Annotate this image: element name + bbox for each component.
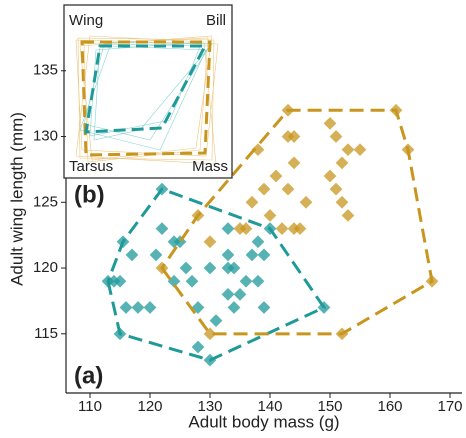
point (179, 261, 193, 275)
point (131, 301, 145, 314)
point (203, 261, 217, 275)
point (251, 235, 265, 249)
point (119, 301, 133, 314)
point (281, 182, 295, 196)
inset-label: Mass (192, 158, 228, 175)
point (155, 222, 169, 235)
point (245, 195, 259, 209)
point (335, 195, 349, 209)
point (257, 301, 271, 314)
point (341, 143, 355, 157)
point (335, 156, 349, 170)
point (299, 195, 313, 209)
x-tick-label: 170 (437, 398, 462, 415)
x-tick-label: 150 (317, 398, 342, 415)
point (227, 301, 241, 314)
inset-lines (75, 35, 219, 165)
point (353, 143, 367, 157)
point (251, 274, 265, 288)
point (209, 314, 223, 328)
y-tick-label: 120 (33, 259, 58, 276)
hull (106, 187, 327, 362)
point (239, 222, 253, 235)
point (323, 169, 337, 183)
y-tick-label: 125 (33, 193, 58, 210)
point (269, 169, 283, 183)
x-tick-label: 130 (197, 398, 222, 415)
point (239, 274, 253, 288)
inset-label: Bill (206, 12, 226, 29)
x-tick-label: 120 (137, 398, 162, 415)
point (221, 222, 235, 235)
x-tick-label: 140 (257, 398, 282, 415)
point (125, 248, 139, 262)
x-axis-title: Adult body mass (g) (188, 412, 339, 431)
point (287, 156, 301, 170)
y-tick-label: 115 (34, 325, 58, 342)
point (149, 248, 163, 262)
inset-label: Wing (69, 12, 103, 29)
panel-label: (b) (74, 181, 105, 208)
point (245, 248, 259, 262)
inset-label: Tarsus (69, 158, 113, 175)
point (341, 209, 355, 222)
point (191, 340, 205, 354)
plot-area (101, 103, 439, 367)
point (233, 287, 247, 301)
y-axis-title: Adult wing length (mm) (7, 112, 26, 286)
inset: Wing Bill Tarsus Mass (63, 4, 233, 179)
point (257, 248, 271, 262)
y-tick-label: 130 (33, 127, 58, 144)
inset-outline (80, 40, 212, 157)
point (185, 274, 199, 288)
point (329, 182, 343, 196)
point (251, 143, 265, 157)
panel-label: (a) (74, 362, 103, 389)
point (113, 274, 127, 288)
point (287, 130, 301, 143)
point (203, 235, 217, 249)
point (221, 287, 235, 301)
point (323, 117, 337, 130)
x-tick-label: 160 (377, 398, 402, 415)
point (329, 130, 343, 143)
x-tick-label: 110 (78, 398, 102, 415)
point (143, 301, 157, 314)
inset-frame (63, 4, 233, 179)
y-tick-label: 135 (33, 62, 58, 79)
point (275, 222, 289, 235)
point (227, 261, 241, 275)
point (221, 248, 235, 262)
point (257, 182, 271, 196)
point (263, 209, 277, 222)
point (293, 222, 307, 235)
hull (160, 108, 434, 336)
